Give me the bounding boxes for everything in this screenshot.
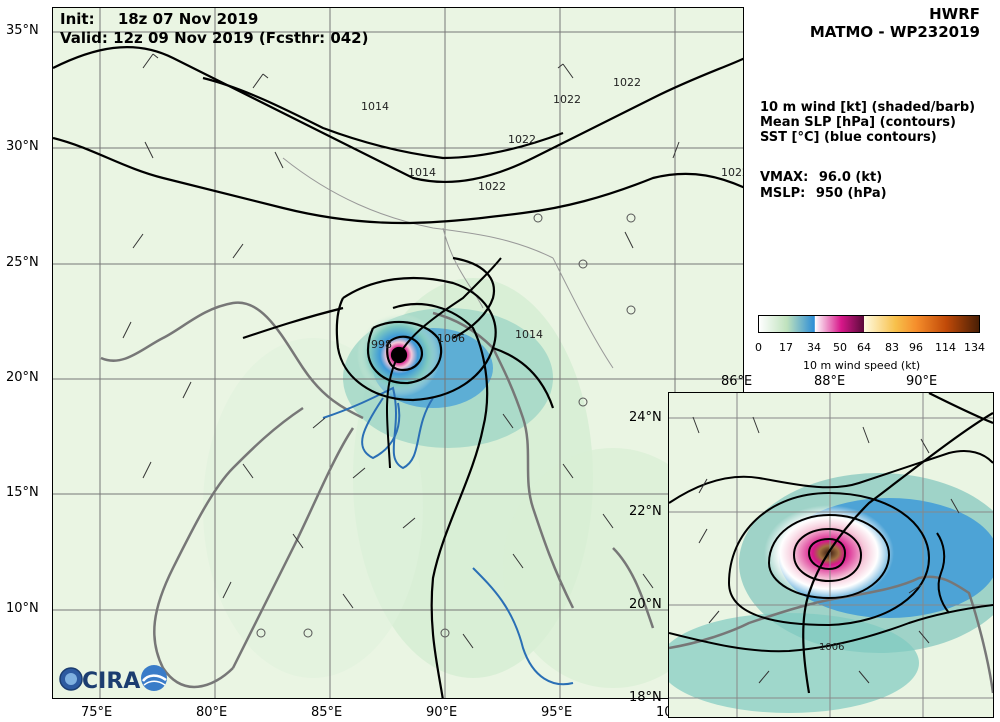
inset-lat-tick: 20°N: [629, 597, 662, 612]
lat-tick: 30°N: [6, 139, 39, 154]
graticule: [53, 8, 743, 698]
inset-map: 1006: [668, 392, 994, 718]
init-line: Init: 18z 07 Nov 2019: [60, 10, 258, 28]
lat-tick: 20°N: [6, 370, 39, 385]
inset-wind-barbs: [692, 416, 960, 684]
vmax-value: 96.0 (kt): [818, 170, 883, 185]
colorbar-tick: 17: [779, 341, 793, 354]
inset-graticule: [669, 393, 993, 717]
colorbar-tick: 0: [755, 341, 762, 354]
vmax-line: VMAX: 96.0 (kt): [760, 170, 882, 185]
inset-lon-tick: 88°E: [814, 374, 846, 389]
inset-coastline: [669, 575, 993, 694]
valid-label: Valid:: [60, 29, 108, 47]
coastline: [100, 301, 655, 688]
contour-label: 1022: [721, 166, 744, 179]
contour-label: 1006: [819, 642, 844, 653]
mslp-line: MSLP: 950 (hPa): [760, 186, 887, 201]
contour-label: 998: [371, 338, 392, 351]
storm-track: [385, 257, 502, 469]
model-name: HWRF: [929, 5, 980, 23]
colorbar-tick: 50: [833, 341, 847, 354]
lon-tick: 80°E: [196, 705, 228, 720]
init-value: 18z 07 Nov 2019: [117, 10, 259, 28]
inset-lat-tick: 24°N: [629, 410, 662, 425]
inset-lat-tick: 22°N: [629, 504, 662, 519]
valid-line: Valid: 12z 09 Nov 2019 (Fcsthr: 042): [60, 29, 368, 47]
sst-contour: [322, 386, 434, 470]
contour-label: 1022: [553, 93, 581, 106]
lon-tick: 75°E: [81, 705, 113, 720]
cira-logo: CIRA: [58, 664, 170, 694]
colorbar-tick: 83: [885, 341, 899, 354]
inset-map-canvas: 1006: [669, 393, 993, 717]
lat-tick: 35°N: [6, 23, 39, 38]
valid-value: 12z 09 Nov 2019 (Fcsthr: 042): [113, 29, 369, 47]
contour-label: 1014: [515, 328, 543, 341]
inset-lon-tick: 86°E: [721, 374, 753, 389]
legend-wind: 10 m wind [kt] (shaded/barb): [760, 100, 976, 115]
vmax-label: VMAX:: [760, 170, 809, 185]
contour-label: 1022: [613, 76, 641, 89]
inset-lat-tick: 18°N: [629, 690, 662, 705]
mslp-value: 950 (hPa): [815, 186, 887, 201]
contour-label: 1014: [361, 100, 389, 113]
storm-name: MATMO - WP232019: [809, 23, 980, 41]
lat-tick: 15°N: [6, 485, 39, 500]
contour-label: 1022: [478, 180, 506, 193]
inset-storm-track: [802, 412, 993, 694]
lon-tick: 90°E: [426, 705, 458, 720]
main-map-canvas: 1014 1022 1022 1022 1014 1022 1022 1014 …: [53, 8, 744, 698]
contour-label: 1014: [408, 166, 436, 179]
lat-tick: 10°N: [6, 601, 39, 616]
main-map: 1014 1022 1022 1022 1014 1022 1022 1014 …: [52, 7, 744, 699]
colorbar-tick: 96: [909, 341, 923, 354]
inset-storm-track: [928, 393, 993, 425]
colorbar-tick: 114: [935, 341, 956, 354]
legend-sst: SST [°C] (blue contours): [760, 130, 937, 145]
contour-label: 1022: [508, 133, 536, 146]
sst-contour: [361, 397, 401, 460]
lon-tick: 95°E: [541, 705, 573, 720]
mslp-label: MSLP:: [760, 186, 806, 201]
init-label: Init:: [60, 10, 95, 28]
wind-barbs: [122, 53, 714, 649]
logo-text: CIRA: [82, 669, 140, 694]
colorbar-label: 10 m wind speed (kt): [803, 359, 921, 372]
colorbar: [758, 315, 980, 333]
slp-contours: [53, 46, 743, 698]
colorbar-tick: 64: [857, 341, 871, 354]
lat-tick: 25°N: [6, 255, 39, 270]
inset-lon-tick: 90°E: [906, 374, 938, 389]
lon-tick: 85°E: [311, 705, 343, 720]
legend-slp: Mean SLP [hPa] (contours): [760, 115, 956, 130]
calm-circles: [256, 213, 636, 638]
sst-contour: [472, 567, 574, 686]
country-borders: [282, 157, 614, 369]
colorbar-tick: 134: [964, 341, 985, 354]
colorbar-tick: 34: [807, 341, 821, 354]
wind-shading: [669, 613, 919, 713]
contour-label: 1006: [437, 332, 465, 345]
